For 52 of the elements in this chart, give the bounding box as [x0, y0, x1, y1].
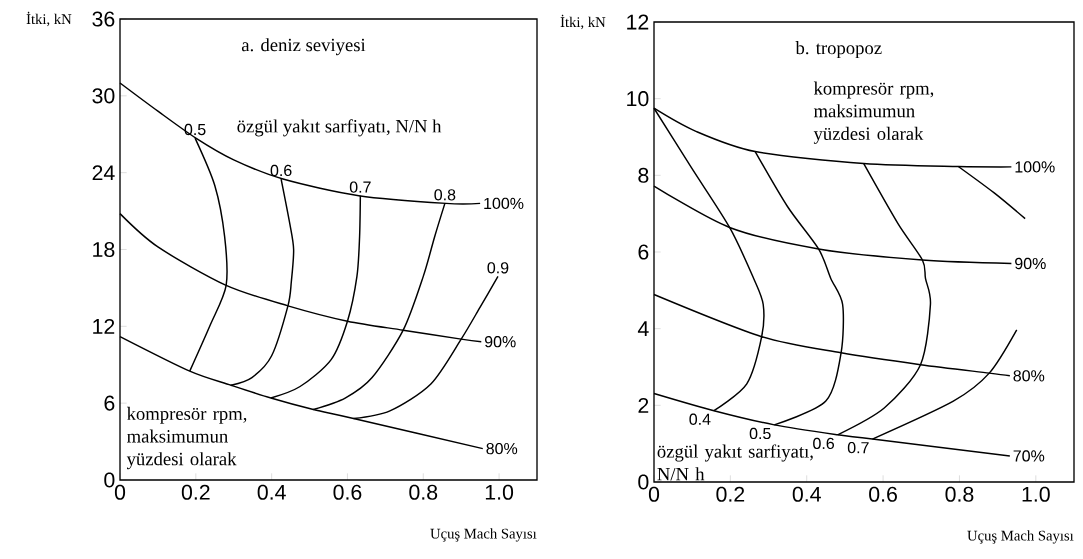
x-tick-label: 0.6 — [869, 486, 897, 502]
x-tick-label: 0 — [648, 486, 660, 502]
series-label: 100% — [484, 197, 524, 210]
y-tick-label: 24 — [92, 165, 115, 181]
y-tick-label: 36 — [92, 11, 115, 27]
annotation: kompresör rpm, maksimumun yüzdesi olarak — [126, 406, 247, 470]
text: a. deniz seviyesi — [241, 38, 366, 56]
series-label: 0.7 — [847, 441, 869, 454]
x-axis-title: Uçuş Mach Sayısı — [967, 530, 1074, 544]
y-axis-title: İtki, kN — [26, 11, 72, 27]
series-label: 90% — [484, 336, 516, 348]
series-label: 0.9 — [487, 262, 509, 274]
series-label: 0.7 — [349, 181, 371, 193]
y-tick-label: 6 — [104, 395, 115, 411]
annotation: özgül yakıt sarfiyatı, N/N h — [657, 444, 813, 481]
x-tick-label: 1.0 — [1022, 486, 1050, 502]
y-tick-label: 2 — [638, 397, 649, 413]
text: b. tropopoz — [795, 41, 882, 59]
y-tick-label: 30 — [92, 88, 115, 104]
series-label: 0.8 — [434, 189, 456, 201]
x-tick-label: 0.4 — [792, 486, 821, 502]
y-tick-label: 4 — [637, 321, 649, 336]
annotation: kompresör rpm, maksimumun yüzdesi olarak — [813, 81, 934, 144]
y-tick-label: 0 — [638, 474, 649, 490]
series-label: 100% — [1015, 161, 1055, 173]
series-label: 70% — [1013, 450, 1045, 462]
y-tick-label: 12 — [93, 318, 115, 334]
x-tick-label: 0.6 — [333, 484, 362, 500]
series-label: 0.5 — [749, 427, 771, 440]
series-label: 0.6 — [270, 164, 292, 177]
x-tick-label: 0.2 — [716, 486, 745, 502]
y-tick-label: 12 — [627, 14, 649, 30]
x-tick-label: 0 — [114, 484, 126, 500]
x-tick-label: 0.8 — [409, 484, 438, 500]
series-label: 0.4 — [689, 413, 711, 425]
x-tick-label: 0.4 — [257, 484, 286, 500]
series-label: 80% — [1013, 370, 1045, 382]
x-tick-label: 1.0 — [485, 484, 514, 500]
y-tick-label: 8 — [638, 167, 649, 183]
series-label: 0.6 — [813, 437, 835, 450]
y-tick-label: 6 — [638, 244, 649, 260]
x-axis-title: Uçuş Mach Sayısı — [430, 528, 537, 542]
annotation: özgül yakıt sarfiyatı, N/N h — [237, 119, 442, 137]
y-tick-label: 0 — [104, 472, 115, 488]
series-label: 0.5 — [184, 123, 206, 136]
x-tick-label: 0.2 — [181, 484, 210, 500]
x-tick-label: 0.8 — [945, 486, 974, 502]
y-axis-title: İtki, kN — [560, 14, 606, 30]
series-label: 90% — [1015, 257, 1046, 270]
y-tick-label: 18 — [93, 241, 115, 258]
y-tick-label: 10 — [627, 91, 649, 107]
series-label: 80% — [486, 442, 518, 455]
